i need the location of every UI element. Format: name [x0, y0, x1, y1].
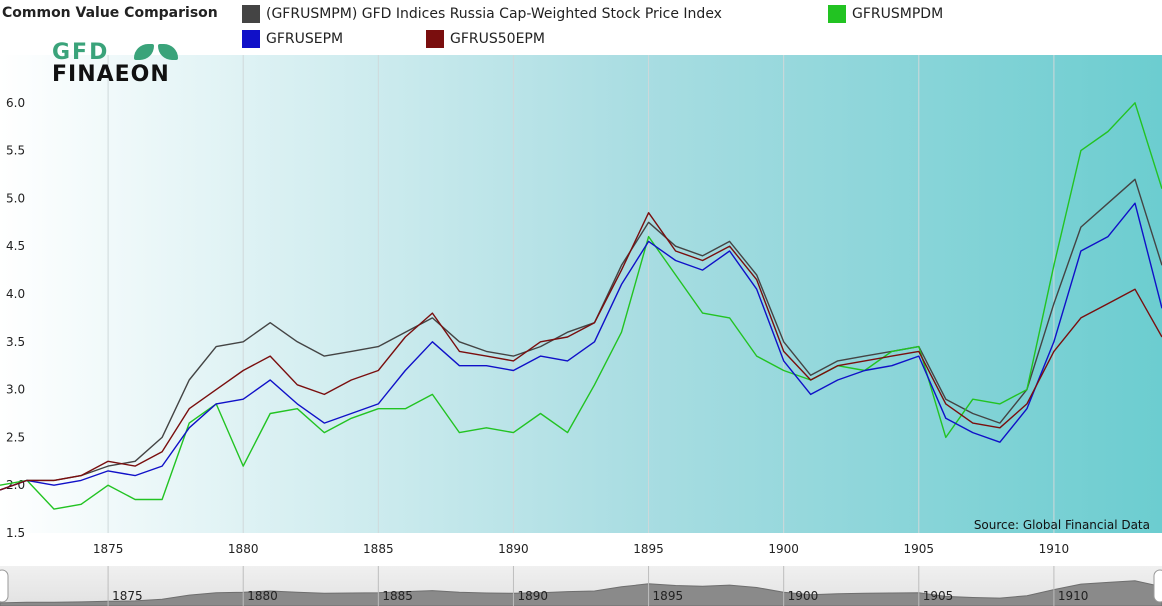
grid-lines [107, 55, 1055, 533]
legend-swatch-icon [828, 5, 846, 23]
series-line-4[interactable] [0, 211, 1162, 491]
legend-label: GFRUSEPM [266, 31, 344, 47]
series-line-1[interactable] [0, 178, 1162, 491]
gfd-finaeon-logo: GFD FINAEON [52, 42, 212, 86]
leaf-icon [134, 44, 182, 62]
navigator-tick-label: 1905 [923, 589, 954, 603]
navigator-tick-label: 1900 [788, 589, 819, 603]
y-tick-label: 2.5 [6, 430, 25, 444]
y-tick-label: 3.0 [6, 383, 25, 397]
x-tick-label: 1895 [633, 542, 664, 556]
x-tick-label: 1910 [1039, 542, 1070, 556]
legend-label: GFRUSMPDM [852, 6, 944, 22]
navigator-right-handle[interactable] [1153, 569, 1162, 603]
legend-label: (GFRUSMPM) GFD Indices Russia Cap-Weight… [266, 6, 722, 22]
navigator-tick-label: 1885 [382, 589, 413, 603]
y-tick-label: 5.0 [6, 191, 25, 205]
navigator-tick-label: 1910 [1058, 589, 1089, 603]
chart-title: Common Value Comparison [2, 5, 218, 21]
legend-swatch-icon [242, 30, 260, 48]
series-line-2[interactable] [0, 102, 1162, 510]
legend-item-gfrusmpdm[interactable]: GFRUSMPDM [828, 5, 943, 23]
plot-area [0, 55, 1162, 533]
navigator-tick-label: 1895 [653, 589, 684, 603]
x-tick-label: 1890 [498, 542, 529, 556]
legend-label: GFRUS50EPM [450, 31, 545, 47]
y-tick-label: 1.5 [6, 526, 25, 540]
navigator-area [0, 580, 1162, 606]
series-lines [0, 102, 1162, 510]
logo-top-text: GFD [52, 40, 110, 65]
x-axis: 1875 1880 1885 1890 1895 1900 1905 1910 [93, 542, 1069, 556]
navigator-left-handle[interactable] [0, 569, 9, 603]
legend-swatch-icon [242, 5, 260, 23]
series-line-3[interactable] [0, 202, 1162, 491]
y-tick-label: 4.5 [6, 239, 25, 253]
legend-item-gfrus50epm[interactable]: GFRUS50EPM [426, 30, 545, 48]
legend-item-gfrusepm[interactable]: GFRUSEPM [242, 30, 343, 48]
x-tick-label: 1880 [228, 542, 259, 556]
x-tick-label: 1875 [93, 542, 124, 556]
x-tick-label: 1885 [363, 542, 394, 556]
source-label: Source: Global Financial Data [974, 518, 1150, 532]
y-tick-label: 3.5 [6, 335, 25, 349]
logo-bottom-text: FINAEON [52, 62, 170, 87]
y-axis: 1.52.02.53.03.54.04.55.05.56.0 [6, 96, 25, 540]
legend-item-gfrusmpm[interactable]: (GFRUSMPM) GFD Indices Russia Cap-Weight… [242, 5, 722, 23]
y-tick-label: 5.5 [6, 144, 25, 158]
navigator-tick-label: 1890 [517, 589, 548, 603]
x-tick-label: 1905 [904, 542, 935, 556]
navigator-tick-label: 1880 [247, 589, 278, 603]
y-tick-label: 6.0 [6, 96, 25, 110]
y-tick-label: 4.0 [6, 287, 25, 301]
legend-swatch-icon [426, 30, 444, 48]
x-tick-label: 1900 [768, 542, 799, 556]
navigator-tick-label: 1875 [112, 589, 143, 603]
navigator-axis: 1875 1880 1885 1890 1895 1900 1905 1910 [107, 566, 1089, 606]
